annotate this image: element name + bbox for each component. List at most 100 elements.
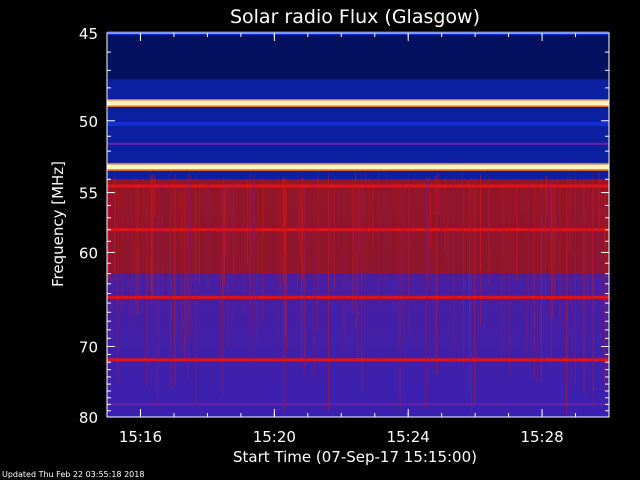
heatmap-streak	[253, 175, 255, 244]
heatmap-streak	[253, 191, 255, 372]
heatmap-streak	[566, 183, 568, 416]
heatmap-streak	[170, 187, 172, 389]
heatmap-streak	[314, 178, 316, 381]
heatmap-streak	[180, 191, 182, 248]
heatmap-band	[107, 121, 609, 126]
heatmap-streak	[372, 180, 374, 245]
heatmap-streak	[114, 175, 116, 281]
heatmap-streak	[159, 180, 161, 265]
heatmap-streak	[591, 172, 593, 298]
heatmap-streak	[225, 185, 227, 257]
heatmap-streak	[480, 182, 482, 326]
x-tick-label: 15:28	[520, 428, 563, 446]
heatmap-streak	[453, 174, 455, 364]
heatmap-streak	[362, 192, 364, 236]
heatmap-streak	[150, 175, 152, 292]
heatmap-streak	[368, 176, 370, 238]
heatmap-streak	[550, 181, 552, 268]
heatmap-streak	[297, 174, 299, 320]
heatmap-streak	[195, 185, 197, 283]
heatmap-streak	[509, 187, 511, 379]
heatmap-streak	[207, 183, 209, 285]
heatmap-streak	[209, 184, 211, 248]
heatmap-streak	[437, 173, 439, 215]
heatmap-streak	[591, 188, 593, 404]
y-tick-label: 50	[79, 113, 98, 131]
heatmap-streak	[300, 190, 302, 360]
heatmap-streak	[555, 183, 557, 241]
heatmap-streak	[219, 188, 221, 360]
heatmap-streak	[152, 173, 154, 298]
heatmap-streak	[254, 174, 256, 239]
x-tick-label: 15:20	[253, 428, 296, 446]
y-tick-label: 80	[79, 409, 98, 427]
heatmap-streak	[154, 175, 156, 218]
heatmap-streak	[305, 189, 307, 263]
heatmap-streak	[303, 187, 305, 376]
heatmap-band	[107, 100, 609, 106]
heatmap-streak	[277, 186, 279, 231]
heatmap-streak	[198, 189, 200, 285]
heatmap-streak	[545, 175, 547, 217]
y-tick-label: 60	[79, 244, 98, 262]
heatmap-streak	[470, 177, 472, 415]
updated-timestamp: Updated Thu Feb 22 03:55:18 2018	[2, 470, 145, 479]
heatmap-streak	[559, 183, 561, 324]
heatmap-streak	[533, 190, 535, 381]
heatmap-streak	[180, 179, 182, 242]
heatmap-streak	[252, 184, 254, 330]
x-tick-label: 15:24	[387, 428, 430, 446]
heatmap-band	[107, 164, 609, 170]
heatmap-streak	[353, 183, 355, 246]
heatmap-streak	[401, 185, 403, 320]
heatmap-streak	[262, 177, 264, 322]
heatmap-band-edge	[107, 162, 609, 165]
heatmap-streak	[231, 182, 233, 236]
heatmap-streak	[285, 180, 287, 350]
heatmap-streak	[413, 174, 415, 267]
heatmap-band-edge	[107, 105, 609, 108]
heatmap-streak	[600, 177, 602, 230]
heatmap-streak	[526, 187, 528, 358]
heatmap-streak	[304, 186, 306, 367]
heatmap-streak	[328, 173, 330, 412]
heatmap-streak	[355, 173, 357, 329]
y-tick-label: 70	[79, 338, 98, 356]
y-tick-label: 45	[79, 25, 98, 43]
y-axis-label: Frequency [MHz]	[49, 161, 67, 287]
heatmap-streak	[403, 179, 405, 344]
heatmap-streak	[604, 181, 606, 393]
heatmap-streak	[148, 173, 150, 252]
heatmap-streak	[427, 177, 429, 290]
heatmap-streak	[503, 186, 505, 280]
y-axis: 45 50 55 60 70 80	[79, 25, 609, 427]
heatmap-streak	[233, 188, 235, 277]
heatmap-streak	[121, 182, 123, 309]
heatmap-streak	[161, 182, 163, 303]
heatmap-streak	[317, 174, 319, 332]
heatmap-area	[107, 31, 610, 417]
heatmap-very-low-region	[107, 33, 609, 80]
x-axis: 15:16 15:20 15:24 15:28	[106, 33, 610, 446]
heatmap-streak	[551, 180, 553, 319]
heatmap-streak	[552, 179, 554, 269]
heatmap-streak	[544, 188, 546, 301]
heatmap-streak	[243, 191, 245, 314]
heatmap-streak	[468, 180, 470, 393]
heatmap-streak	[540, 182, 542, 382]
heatmap-streak	[399, 187, 401, 411]
x-tick-label: 15:16	[119, 428, 162, 446]
heatmap-streak	[223, 187, 225, 286]
heatmap-band-edge	[107, 169, 609, 171]
heatmap-streak	[487, 185, 489, 252]
heatmap-streak	[249, 188, 251, 353]
heatmap-streak	[446, 191, 448, 266]
heatmap-streak	[581, 188, 583, 307]
heatmap-streak	[385, 172, 387, 279]
heatmap-streak	[188, 174, 190, 334]
heatmap-streak	[338, 189, 340, 250]
heatmap-streak	[146, 184, 148, 387]
heatmap-streak	[283, 179, 285, 413]
heatmap-band	[107, 58, 609, 64]
heatmap-streak	[351, 181, 353, 223]
